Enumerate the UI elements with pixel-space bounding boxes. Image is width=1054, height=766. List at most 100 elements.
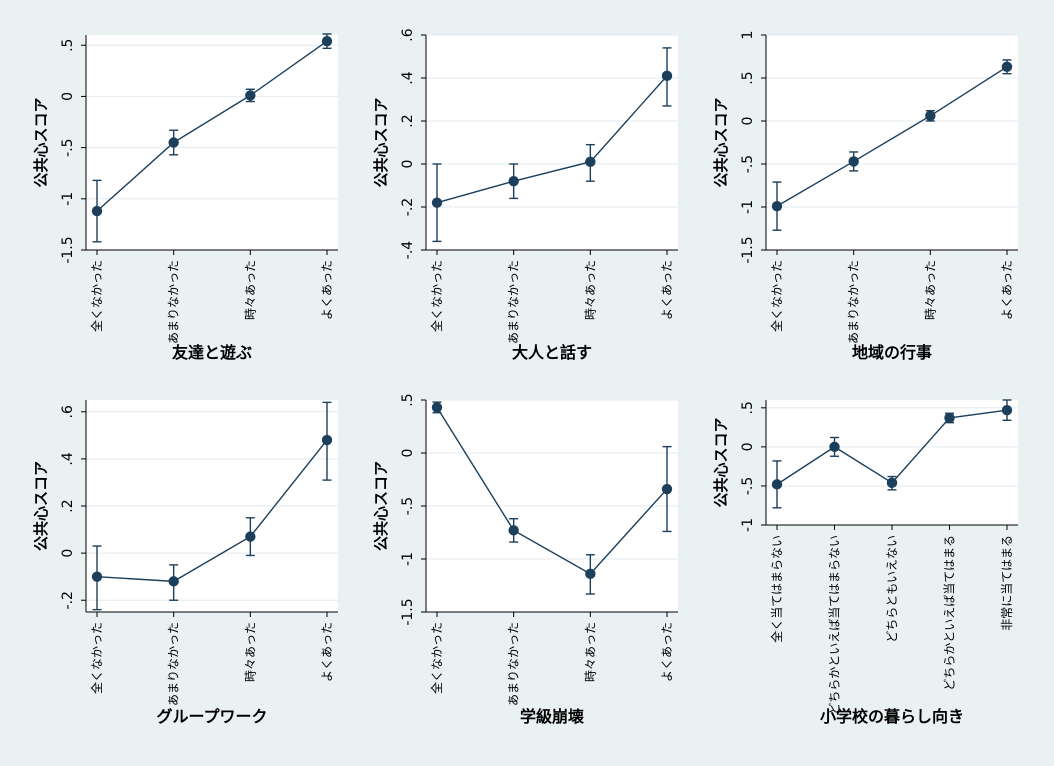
data-point <box>91 571 103 582</box>
x-tick-label: 全くなかった <box>89 622 104 694</box>
x-tick-label: あまりなかった <box>167 622 181 706</box>
plot-area <box>86 35 338 250</box>
data-point <box>168 576 179 587</box>
y-tick-label: .5 <box>400 393 416 406</box>
y-tick-label: -1.5 <box>60 236 76 263</box>
data-point <box>245 531 256 542</box>
data-point <box>431 402 443 413</box>
y-tick-label: -1.5 <box>400 598 416 625</box>
plot-area <box>766 35 1018 250</box>
y-tick-label: .6 <box>400 28 416 41</box>
y-tick-label: .2 <box>400 114 416 127</box>
chart-panel: -1 -.5 0 .5 全く当てはまらない どちらかといえば当てはまらない どちらともいえな… <box>712 399 1018 726</box>
x-tick-label: あまりなかった <box>847 260 861 344</box>
y-tick-label: .4 <box>60 452 76 465</box>
chart-panel: -.4 -.2 0 .2 .4 .6 全くなかった あまりなかった 時々あった よくあった 公共心ス… <box>372 28 678 362</box>
y-axis-title: 公共心スコア <box>372 461 390 551</box>
y-tick-label: .4 <box>400 71 416 84</box>
x-tick-label: 時々あった <box>243 622 257 682</box>
data-point <box>585 156 596 168</box>
y-tick-label: 0 <box>400 160 416 169</box>
x-tick-label: 時々あった <box>583 260 597 320</box>
y-tick-label: -.2 <box>60 591 76 609</box>
series-line <box>436 407 668 575</box>
data-point <box>91 205 103 217</box>
chart-panel: -1.5 -1 -.5 0 .5 1 全くなかった あまりなかった 時々あった よくあった 公共心ス… <box>712 31 1018 362</box>
y-tick-label: -1 <box>400 552 416 566</box>
y-axis-title: 公共心スコア <box>32 461 50 551</box>
y-tick-label: -.4 <box>400 241 416 260</box>
x-tick-label: 全くなかった <box>429 260 444 332</box>
x-axis-title: 友達と遊ぶ <box>172 343 252 362</box>
y-tick-label: .5 <box>740 71 756 84</box>
x-tick-label: 時々あった <box>583 622 597 682</box>
plot-area <box>766 400 1018 525</box>
x-axis-title: 学級崩壊 <box>520 707 585 726</box>
y-axis-title: 公共心スコア <box>712 97 730 187</box>
x-tick-label: どちらかといえば当てはまらない <box>828 535 842 715</box>
data-point <box>771 479 783 490</box>
data-point <box>944 412 955 424</box>
data-point <box>848 156 859 167</box>
series-line <box>96 40 328 212</box>
x-axis-title: グループワーク <box>156 707 267 726</box>
x-tick-label: 全くなかった <box>429 622 444 694</box>
y-tick-label: 0 <box>60 92 76 101</box>
x-tick-label: よくあった <box>660 622 674 682</box>
y-tick-label: -1 <box>740 518 756 532</box>
data-point <box>321 434 333 446</box>
data-point <box>886 477 898 489</box>
data-point <box>508 525 519 536</box>
y-tick-label: 0 <box>400 449 416 458</box>
x-tick-label: あまりなかった <box>507 260 521 344</box>
y-tick-label: -.5 <box>740 155 756 173</box>
data-point <box>661 483 673 495</box>
x-tick-label: よくあった <box>1000 260 1014 320</box>
data-point <box>829 441 840 453</box>
series-line <box>436 75 668 204</box>
y-axis-title: 公共心スコア <box>32 97 50 187</box>
y-tick-label: 0 <box>740 442 756 451</box>
x-tick-label: よくあった <box>320 260 334 320</box>
chart-panel: -.2 0 .2 .4 .6 全くなかった あまりなかった 時々あった よくあった 公共心スコアグ… <box>32 400 338 726</box>
y-tick-label: .5 <box>740 401 756 414</box>
y-tick-label: -.5 <box>400 497 416 515</box>
data-point <box>245 90 256 101</box>
x-tick-label: よくあった <box>320 622 334 682</box>
data-point <box>661 70 673 82</box>
x-tick-label: よくあった <box>660 260 674 320</box>
x-axis-title: 地域の行事 <box>852 343 932 362</box>
x-tick-label: 時々あった <box>243 260 257 320</box>
y-tick-label: -.2 <box>400 198 416 216</box>
y-tick-label: -.5 <box>60 138 76 156</box>
data-point <box>431 197 443 208</box>
plot-area <box>426 35 678 250</box>
data-point <box>1001 404 1013 416</box>
y-tick-label: 1 <box>740 31 756 40</box>
x-tick-label: 全く当てはまらない <box>769 535 784 643</box>
data-point <box>1001 61 1013 73</box>
y-axis-title: 公共心スコア <box>372 97 390 187</box>
y-tick-label: -1 <box>60 192 76 206</box>
x-tick-label: 全くなかった <box>89 260 104 332</box>
y-tick-label: .6 <box>60 405 76 418</box>
y-tick-label: .2 <box>60 499 76 512</box>
y-tick-label: .5 <box>60 39 76 52</box>
data-point <box>168 137 179 148</box>
x-tick-label: 全くなかった <box>769 260 784 332</box>
x-tick-label: 時々あった <box>923 260 937 320</box>
data-point <box>771 200 783 212</box>
y-axis-title: 公共心スコア <box>712 417 730 507</box>
series-line <box>776 66 1008 207</box>
data-point <box>508 176 519 187</box>
y-tick-label: -1.5 <box>740 236 756 263</box>
data-point <box>321 35 333 47</box>
x-tick-label: 非常に当てはまる <box>1000 535 1014 631</box>
y-tick-label: -.5 <box>740 477 756 495</box>
x-axis-title: 小学校の暮らし向き <box>820 707 964 726</box>
chart-panel: -1.5 -1 -.5 0 .5 全くなかった あまりなかった 時々あった よくあった 公共心スコ… <box>372 393 678 726</box>
data-point <box>925 110 936 122</box>
series-line <box>96 439 328 583</box>
x-tick-label: あまりなかった <box>167 260 181 344</box>
